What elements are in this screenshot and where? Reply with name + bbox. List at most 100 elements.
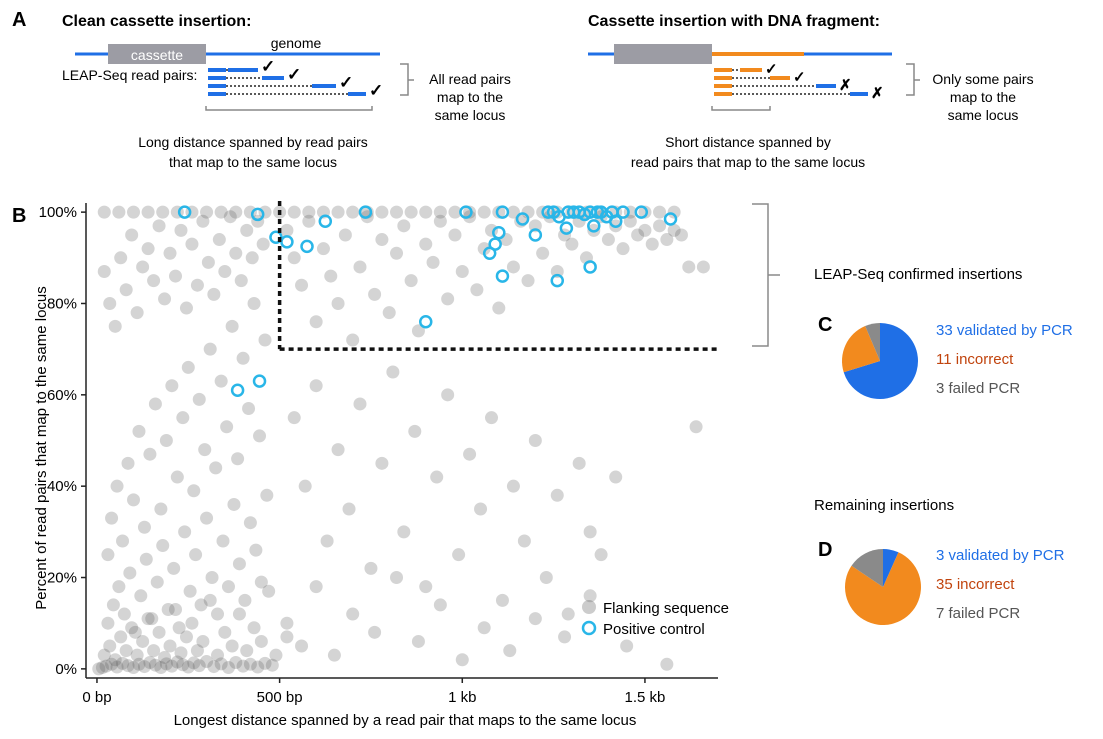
fragment-bracket [906,63,920,96]
flanking-sequence-point [221,660,235,674]
fragment-distance-note-2: read pairs that map to the same locus [631,154,865,170]
flanking-sequence-point [218,625,232,639]
flanking-sequence-point [254,575,268,589]
flanking-sequence-point [309,580,323,594]
flanking-sequence-point [156,539,170,553]
fragment-bracket-note-1: Only some pairs [932,71,1033,87]
flanking-sequence-points [92,205,710,676]
flanking-sequence-point [689,420,703,434]
flanking-sequence-point [521,205,535,219]
positive-control-point [515,212,530,226]
positive-control-point [608,214,623,229]
flanking-sequence-point [192,392,206,406]
flanking-sequence-point [125,621,139,635]
y-axis-label: Percent of read pairs that map to the sa… [33,286,50,610]
clean-bracket-note-1: All read pairs [429,71,511,87]
flanking-sequence-point [128,625,142,639]
flanking-sequence-point [214,205,228,219]
flanking-sequence-point [114,251,128,265]
flanking-sequence-point [214,374,228,388]
flanking-sequence-point [638,205,652,219]
flanking-sequence-point [187,656,201,670]
pie-slice [843,323,919,399]
flanking-sequence-point [506,260,520,274]
panel-a-letter: A [12,9,26,31]
flanking-sequence-point [147,274,161,288]
flanking-sequence-point [517,534,531,548]
y-tick-label: 20% [47,570,77,587]
flanking-sequence-point [280,630,294,644]
flanking-sequence-point [594,548,608,562]
flanking-sequence-point [660,657,674,671]
flanking-sequence-point [227,497,241,511]
positive-control-point [583,260,597,274]
flanking-sequence-point [154,660,168,674]
flanking-sequence-point [390,246,404,260]
flanking-sequence-point [331,205,345,219]
flanking-sequence-point [298,479,312,493]
positive-control-point [418,315,433,329]
flanking-sequence-point [287,251,301,265]
positive-control-point [559,221,574,235]
flanking-sequence-point [397,525,411,539]
flanking-sequence-point [280,616,294,630]
flanking-sequence-point [492,205,506,219]
flanking-sequence-point [247,296,261,310]
flanking-sequence-point [201,255,215,269]
flanking-sequence-point [211,648,225,662]
flanking-sequence-point [245,251,259,265]
clean-bracket-note-3: same locus [435,107,506,123]
flanking-sequence-point [338,228,352,242]
flanking-sequence-point [287,205,301,219]
flanking-sequence-point [190,644,204,658]
flanking-sequence-point [130,648,144,662]
fragment-cassette-block [614,44,712,64]
flanking-sequence-point [506,479,520,493]
flanking-sequence-point [92,662,106,676]
pie-slice [883,549,899,587]
flanking-sequence-point [528,434,542,447]
flanking-sequence-point [223,210,237,224]
flanking-sequence-point [196,214,210,228]
x-axis-label: Longest distance spanned by a read pair … [174,712,637,729]
flanking-sequence-point [108,653,122,667]
positive-control-point [587,219,601,233]
flanking-sequence-point [106,598,120,612]
flanking-sequence-point [390,571,404,585]
flanking-sequence-point [95,660,109,674]
x-tick-label: 1.5 kb [624,689,665,706]
flanking-sequence-point [260,488,274,502]
flanking-sequence-point [139,552,153,566]
flanking-sequence-point [346,205,360,219]
flanking-sequence-point [404,274,418,288]
fragment-distance-bracket [711,106,771,111]
flanking-sequence-point [145,612,159,626]
flanking-sequence-point [243,516,257,530]
check-icon: ✓ [261,57,275,76]
flanking-sequence-point [280,223,294,237]
flanking-sequence-point [159,657,173,671]
flanking-sequence-point [196,634,210,648]
flanking-sequence-point [229,205,243,219]
flanking-sequence-point [236,659,250,673]
fragment-read-pairs: ✓ ✓ ✗ ✗ [714,61,884,102]
positive-control-point [318,214,333,229]
flanking-sequence-point [539,571,553,585]
flanking-sequence-point [105,511,119,525]
panel-b-letter: B [12,205,26,227]
flanking-sequence-point [97,265,111,279]
chart-legend: Flanking sequence Positive control [581,600,729,638]
flanking-sequence-point [181,360,195,374]
flanking-sequence-point [150,575,164,589]
plot-axes: 0% 20% 40% 60% 80% 100% 0 bp 500 bp 1 kb 1.5 kb [39,203,718,706]
pie-d-label-failed: 7 failed PCR [936,605,1020,622]
panel-c-letter: C [818,314,832,336]
positive-control-point [616,205,630,219]
positive-control-point [663,212,678,226]
flanking-sequence-point [561,607,575,621]
flanking-sequence-point [130,306,144,320]
fragment-bracket-note-3: same locus [948,107,1019,123]
flanking-sequence-point [112,205,126,219]
x-tick-label: 0 bp [82,689,111,706]
flanking-sequence-point [232,557,246,571]
